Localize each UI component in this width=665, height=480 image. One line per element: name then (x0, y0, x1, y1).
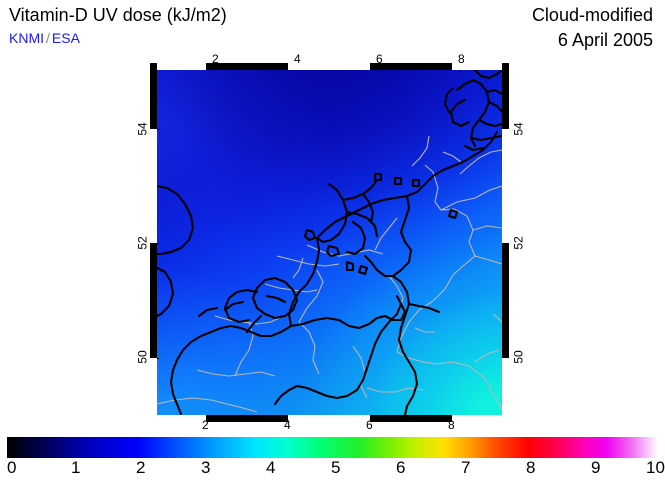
colorbar-tick-10: 10 (646, 458, 665, 477)
map-border-top (150, 63, 509, 70)
credit-organisation: KNMI (9, 30, 44, 46)
uv-dose-map (150, 63, 509, 422)
axis-label-right-lat-54: 54 (511, 122, 526, 136)
credit-line: KNMI / ESA (9, 30, 80, 46)
colorbar-tick-6: 6 (396, 458, 406, 477)
colorbar (7, 437, 658, 458)
colorbar-tick-labels: 0 1 2 3 4 5 6 7 8 9 10 (0, 458, 665, 480)
colorbar-tick-1: 1 (71, 458, 81, 477)
axis-label-left-lat-52: 52 (135, 236, 150, 250)
colorbar-tick-2: 2 (136, 458, 146, 477)
geography-overlay (157, 70, 502, 415)
axis-label-top-lon-8: 8 (458, 52, 465, 66)
colorbar-tick-7: 7 (461, 458, 471, 477)
axis-label-bottom-lon-4: 4 (284, 418, 291, 432)
gridline-lat-50 (157, 358, 502, 359)
credit-agency: ESA (51, 30, 80, 46)
map-plot-area (157, 70, 502, 415)
colorbar-tick-9: 9 (591, 458, 601, 477)
colorbar-tick-5: 5 (331, 458, 341, 477)
map-border-bottom (150, 415, 509, 422)
colorbar-tick-8: 8 (526, 458, 536, 477)
credit-separator: / (46, 30, 50, 46)
uv-dose-heatmap-field (157, 70, 502, 415)
gridline-lon-6 (377, 70, 378, 415)
axis-label-top-lon-4: 4 (294, 52, 301, 66)
axis-label-bottom-lon-8: 8 (448, 418, 455, 432)
gridline-lon-2 (213, 70, 214, 415)
axis-label-bottom-lon-2: 2 (202, 418, 209, 432)
axis-label-top-lon-6: 6 (376, 52, 383, 66)
product-type-label: Cloud-modified (531, 5, 653, 25)
gridline-lat-52 (157, 243, 502, 244)
date-label: 6 April 2005 (557, 30, 653, 50)
gridline-lon-8 (459, 70, 460, 415)
colorbar-tick-3: 3 (201, 458, 211, 477)
colorbar-tick-4: 4 (266, 458, 276, 477)
axis-label-bottom-lon-6: 6 (366, 418, 373, 432)
axis-label-right-lat-50: 50 (511, 350, 526, 364)
page-title: Vitamin-D UV dose (kJ/m2) (9, 5, 227, 25)
axis-label-left-lat-54: 54 (135, 122, 150, 136)
coastline-and-border-layer (157, 70, 502, 415)
axis-label-right-lat-52: 52 (511, 236, 526, 250)
colorbar-gradient (7, 437, 658, 458)
gridline-lat-54 (157, 129, 502, 130)
gridline-lon-4 (295, 70, 296, 415)
regional-borders-layer (157, 135, 502, 413)
colorbar-tick-0: 0 (7, 458, 17, 477)
axis-label-left-lat-50: 50 (135, 350, 150, 364)
graticule (157, 70, 502, 415)
map-border-left (150, 63, 157, 422)
axis-label-top-lon-2: 2 (212, 52, 219, 66)
map-border-right (502, 63, 509, 422)
